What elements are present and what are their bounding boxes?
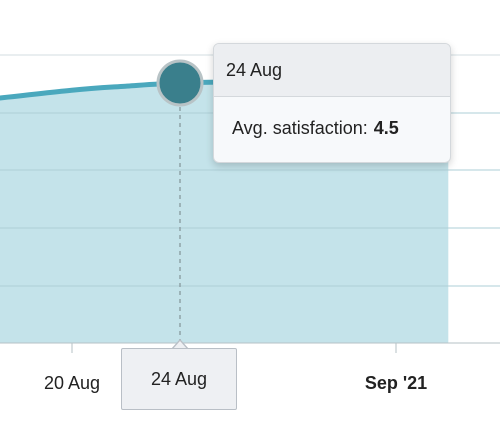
tooltip-label: Avg. satisfaction:	[232, 118, 368, 138]
hover-layer	[156, 59, 204, 343]
x-axis: 20 Aug Sep '21	[0, 342, 500, 393]
crosshair-label-pointer-fill	[172, 341, 188, 350]
tooltip-value: 4.5	[373, 118, 399, 138]
crosshair-x-label: 24 Aug	[121, 348, 237, 410]
tooltip-body: Avg. satisfaction: 4.5	[214, 97, 450, 139]
tooltip-title: 24 Aug	[214, 44, 450, 97]
hover-point-marker[interactable]	[156, 59, 204, 107]
x-tick-label: 20 Aug	[44, 373, 100, 393]
tooltip: 24 Aug Avg. satisfaction: 4.5	[213, 43, 451, 163]
x-tick-label: Sep '21	[365, 373, 427, 393]
